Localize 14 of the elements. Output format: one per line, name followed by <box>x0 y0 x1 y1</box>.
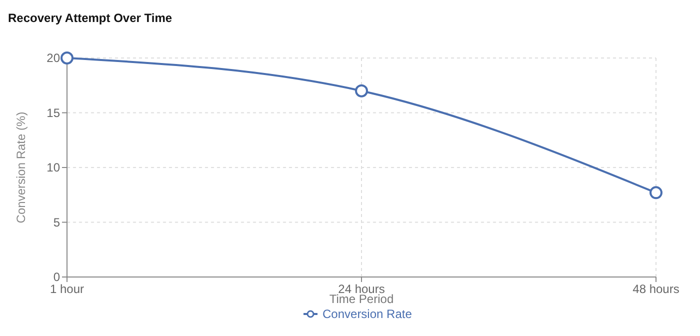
y-tick-label: 0 <box>53 270 60 284</box>
y-axis-title: Conversion Rate (%) <box>14 112 28 224</box>
legend-label: Conversion Rate <box>322 307 412 322</box>
x-tick-label: 1 hour <box>50 282 84 296</box>
chart-title: Recovery Attempt Over Time <box>8 11 172 25</box>
y-tick-label: 20 <box>46 51 60 66</box>
y-tick-label: 5 <box>53 215 60 230</box>
y-tick-label: 10 <box>46 160 60 175</box>
x-axis-title: Time Period <box>329 292 394 306</box>
y-tick-label: 15 <box>46 106 60 120</box>
point <box>650 186 662 200</box>
x-tick-label: 48 hours <box>632 282 680 296</box>
point <box>60 52 74 64</box>
point <box>355 84 368 98</box>
